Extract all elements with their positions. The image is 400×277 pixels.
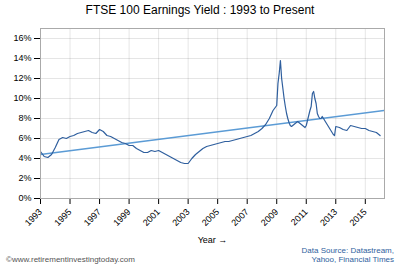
svg-text:1999: 1999 [111, 207, 132, 228]
svg-text:2009: 2009 [259, 207, 280, 228]
svg-text:2011: 2011 [289, 207, 310, 228]
svg-text:2015: 2015 [348, 207, 369, 228]
svg-text:2%: 2% [18, 173, 31, 183]
html-text:FTSE 100 Earnings Yield : 1993: FTSE 100 Earnings Yield : 1993 to Presen… [85, 3, 315, 17]
svg-text:2005: 2005 [200, 207, 221, 228]
svg-text:8%: 8% [18, 113, 31, 123]
svg-text:12%: 12% [13, 73, 31, 83]
svg-text:1995: 1995 [52, 207, 73, 228]
svg-text:4%: 4% [18, 153, 31, 163]
svg-text:1997: 1997 [82, 207, 103, 228]
svg-text:16%: 16% [13, 33, 31, 43]
svg-text:10%: 10% [13, 93, 31, 103]
svg-text:Year →: Year → [198, 235, 228, 245]
html-text:©www.retirementinvestingtoday.: ©www.retirementinvestingtoday.com [6, 255, 135, 264]
svg-text:6%: 6% [18, 133, 31, 143]
html-text:Data Source: Datastream, Yahoo: Data Source: Datastream, Yahoo, Financia… [301, 246, 394, 264]
svg-text:1993: 1993 [23, 207, 44, 228]
svg-text:2001: 2001 [141, 207, 162, 228]
svg-text:2007: 2007 [229, 207, 250, 228]
svg-text:0%: 0% [18, 193, 31, 203]
svg-text:2003: 2003 [170, 207, 191, 228]
svg-text:14%: 14% [13, 53, 31, 63]
svg-text:2013: 2013 [318, 207, 339, 228]
